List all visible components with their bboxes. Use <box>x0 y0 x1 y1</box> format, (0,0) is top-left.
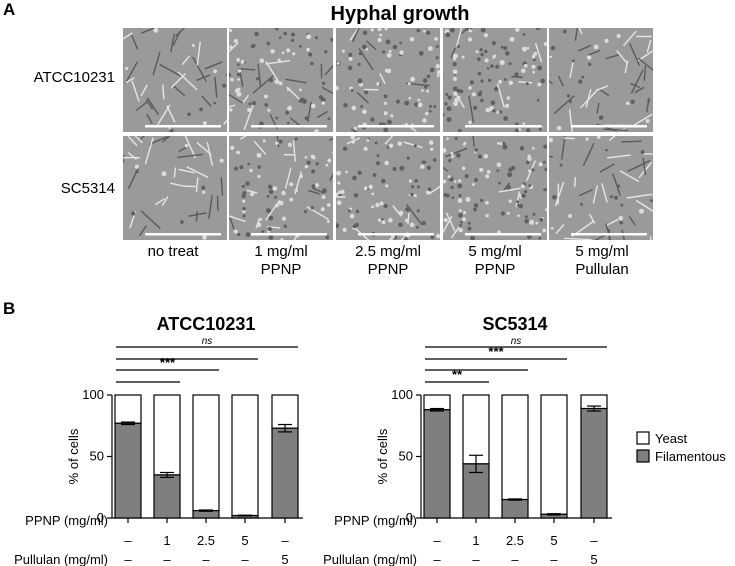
column-label-line2: PPNP <box>260 261 302 278</box>
bar-filamentous <box>423 409 451 519</box>
column-label-line1: no treat <box>147 243 199 260</box>
y-axis-label: % of cells <box>375 428 390 484</box>
column-label-1mg-ppnp: 1 mg/ml PPNP <box>226 243 336 279</box>
pullulan-value: – <box>163 552 171 566</box>
ppnp-value: – <box>124 533 132 548</box>
pullulan-row-label: Pullulan (mg/ml) <box>323 552 417 566</box>
ppnp-value: 1 <box>163 533 170 548</box>
ppnp-value: 2.5 <box>197 533 215 548</box>
micrograph-tile <box>123 28 227 132</box>
column-label-5mg-pullulan: 5 mg/ml Pullulan <box>547 243 657 279</box>
significance-label: *** <box>160 355 176 370</box>
bar-filamentous <box>271 427 299 519</box>
pullulan-value: – <box>124 552 132 566</box>
micrograph-tile <box>549 136 653 240</box>
micrograph-tile <box>336 136 440 240</box>
legend-swatch-filamentous <box>636 449 650 463</box>
column-label-line1: 2.5 mg/ml <box>355 243 421 260</box>
bar-yeast <box>271 394 299 429</box>
y-tick-label: 0 <box>406 510 413 525</box>
significance-label: ns <box>511 336 522 347</box>
bar-yeast <box>153 394 181 476</box>
chart-title: SC5314 <box>482 314 547 334</box>
bar-yeast <box>114 394 142 424</box>
ppnp-value: – <box>281 533 289 548</box>
y-tick-label: 100 <box>82 387 104 402</box>
column-label-line1: 1 mg/ml <box>254 243 308 260</box>
bar-yeast <box>462 394 490 465</box>
bar-filamentous <box>580 407 608 519</box>
column-label-line1: 5 mg/ml <box>575 243 629 260</box>
column-label-line2: PPNP <box>474 261 516 278</box>
chart-title: ATCC10231 <box>157 314 256 334</box>
y-tick-label: 100 <box>391 387 413 402</box>
ppnp-value: 2.5 <box>506 533 524 548</box>
micrograph-tile <box>229 28 333 132</box>
micrograph-tile <box>229 136 333 240</box>
pullulan-value: – <box>472 552 480 566</box>
ppnp-row-label: PPNP (mg/ml) <box>334 513 417 528</box>
micrograph-tile <box>549 28 653 132</box>
bar-filamentous <box>501 498 529 519</box>
column-label-2-5mg-ppnp: 2.5 mg/ml PPNP <box>333 243 443 279</box>
bar-yeast <box>192 394 220 512</box>
ppnp-value: – <box>590 533 598 548</box>
micrograph-tile <box>443 28 547 132</box>
bar-filamentous <box>114 422 142 519</box>
pullulan-value: – <box>202 552 210 566</box>
bar-yeast <box>501 394 529 501</box>
micrograph-tile <box>336 28 440 132</box>
pullulan-value: 5 <box>590 552 597 566</box>
y-axis-label: % of cells <box>66 428 81 484</box>
ppnp-value: – <box>433 533 441 548</box>
row-label-sc5314: SC5314 <box>60 180 115 197</box>
y-tick-label: 0 <box>97 510 104 525</box>
panel-a-letter: A <box>3 0 16 19</box>
ppnp-value: 1 <box>472 533 479 548</box>
column-label-line2: PPNP <box>367 261 409 278</box>
pullulan-row-label: Pullulan (mg/ml) <box>14 552 108 566</box>
column-label-line2: Pullulan <box>575 261 629 278</box>
column-label-5mg-ppnp: 5 mg/ml PPNP <box>440 243 550 279</box>
bar-yeast <box>231 394 259 517</box>
column-label-line1: 5 mg/ml <box>468 243 522 260</box>
panel-a-title: Hyphal growth <box>330 3 470 25</box>
micrograph-tile <box>123 136 227 240</box>
legend-label-filamentous: Filamentous <box>655 449 726 464</box>
pullulan-value: – <box>550 552 558 566</box>
pullulan-value: 5 <box>281 552 288 566</box>
pullulan-value: – <box>433 552 441 566</box>
significance-label: ns <box>202 336 213 347</box>
legend-label-yeast: Yeast <box>655 431 687 446</box>
y-tick-label: 50 <box>399 449 413 464</box>
pullulan-value: – <box>511 552 519 566</box>
significance-label: *** <box>488 344 504 359</box>
bar-yeast <box>423 394 451 411</box>
micrograph-tile <box>443 136 547 240</box>
ppnp-row-label: PPNP (mg/ml) <box>25 513 108 528</box>
panel-b-letter: B <box>3 299 16 318</box>
significance-label: ** <box>452 367 463 382</box>
row-label-atcc10231: ATCC10231 <box>33 69 115 86</box>
bar-yeast <box>540 394 568 515</box>
ppnp-value: 5 <box>241 533 248 548</box>
y-tick-label: 50 <box>90 449 104 464</box>
column-label-no-treat: no treat <box>118 243 228 261</box>
ppnp-value: 5 <box>550 533 557 548</box>
legend-swatch-yeast <box>636 431 650 445</box>
bar-filamentous <box>153 474 181 519</box>
pullulan-value: – <box>241 552 249 566</box>
